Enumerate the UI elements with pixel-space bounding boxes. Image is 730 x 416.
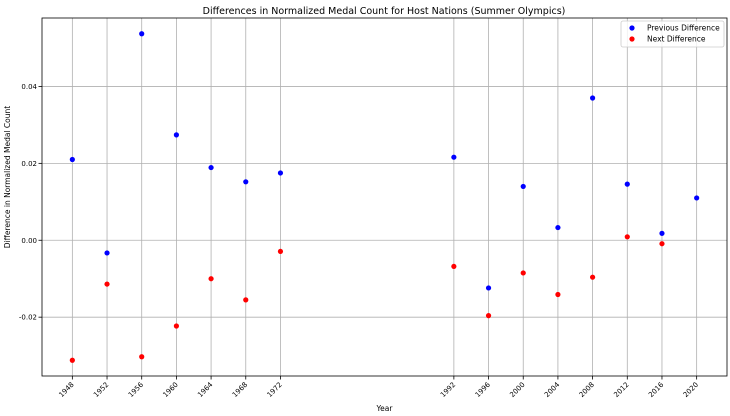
- point-next-difference: [555, 291, 561, 298]
- point-previous-difference: [485, 285, 492, 291]
- plot-area-frame: [41, 17, 728, 377]
- x-tick-label: 2004: [543, 380, 562, 399]
- point-next-difference: [104, 281, 110, 287]
- grid-lines: [42, 18, 727, 376]
- x-tick-label: 2016: [647, 380, 666, 399]
- legend-label-previous-difference: Previous Difference: [647, 24, 720, 33]
- x-tick-label: 1968: [231, 381, 249, 399]
- point-next-difference: [451, 263, 457, 270]
- point-next-difference: [590, 274, 596, 280]
- data-points: [69, 31, 700, 363]
- point-previous-difference: [694, 195, 700, 201]
- point-previous-difference: [243, 179, 249, 185]
- point-previous-difference: [104, 250, 110, 256]
- point-next-difference: [139, 354, 145, 360]
- point-next-difference: [243, 297, 249, 303]
- point-previous-difference: [520, 183, 526, 190]
- point-previous-difference: [69, 156, 75, 163]
- x-tick-label: 2000: [508, 381, 526, 399]
- y-tick-label: 0.02: [21, 160, 37, 168]
- x-tick-label: 1992: [439, 381, 457, 399]
- point-next-difference: [624, 234, 630, 240]
- chart-title: Differences in Normalized Medal Count fo…: [203, 6, 566, 17]
- x-tick-label: 1960: [162, 381, 180, 399]
- x-tick-label: 1964: [196, 380, 215, 399]
- x-tick-label: 1948: [57, 381, 75, 399]
- x-tick-label: 1972: [266, 381, 284, 399]
- point-previous-difference: [208, 164, 214, 171]
- point-previous-difference: [451, 154, 457, 160]
- point-previous-difference: [624, 181, 630, 187]
- y-tick-label: -0.02: [19, 314, 37, 322]
- point-previous-difference: [277, 170, 284, 176]
- point-previous-difference: [590, 95, 596, 101]
- point-previous-difference: [173, 132, 179, 138]
- y-tick-label: 0.04: [21, 83, 37, 91]
- x-tick-label: 2008: [578, 381, 596, 399]
- point-next-difference: [520, 270, 526, 276]
- x-tick-label: 1952: [92, 381, 110, 399]
- y-tick-label: 0.00: [21, 237, 37, 245]
- point-next-difference: [485, 313, 492, 319]
- point-previous-difference: [555, 224, 561, 231]
- legend-marker-next-difference: [629, 36, 635, 42]
- point-previous-difference: [139, 31, 145, 37]
- legend-marker-previous-difference: [629, 25, 635, 31]
- point-next-difference: [69, 357, 75, 363]
- x-tick-label: 1996: [474, 380, 493, 399]
- x-axis-label: Year: [376, 404, 394, 413]
- legend-label-next-difference: Next Difference: [647, 35, 706, 44]
- point-previous-difference: [659, 230, 665, 236]
- legend: Previous Difference Next Difference: [620, 20, 725, 48]
- y-axis-label: Difference in Normalized Medal Count: [3, 106, 12, 248]
- legend-box: [620, 20, 725, 48]
- point-next-difference: [208, 276, 214, 282]
- x-tick-label: 2020: [682, 381, 700, 399]
- axis-ticks: 1948 1952 1956 1960 1964 1968 1972 1992 1996 2000…: [19, 83, 700, 399]
- point-next-difference: [659, 241, 665, 247]
- x-tick-label: 2012: [612, 381, 630, 399]
- point-next-difference: [173, 323, 179, 329]
- x-tick-label: 1956: [127, 380, 146, 399]
- point-next-difference: [277, 248, 284, 255]
